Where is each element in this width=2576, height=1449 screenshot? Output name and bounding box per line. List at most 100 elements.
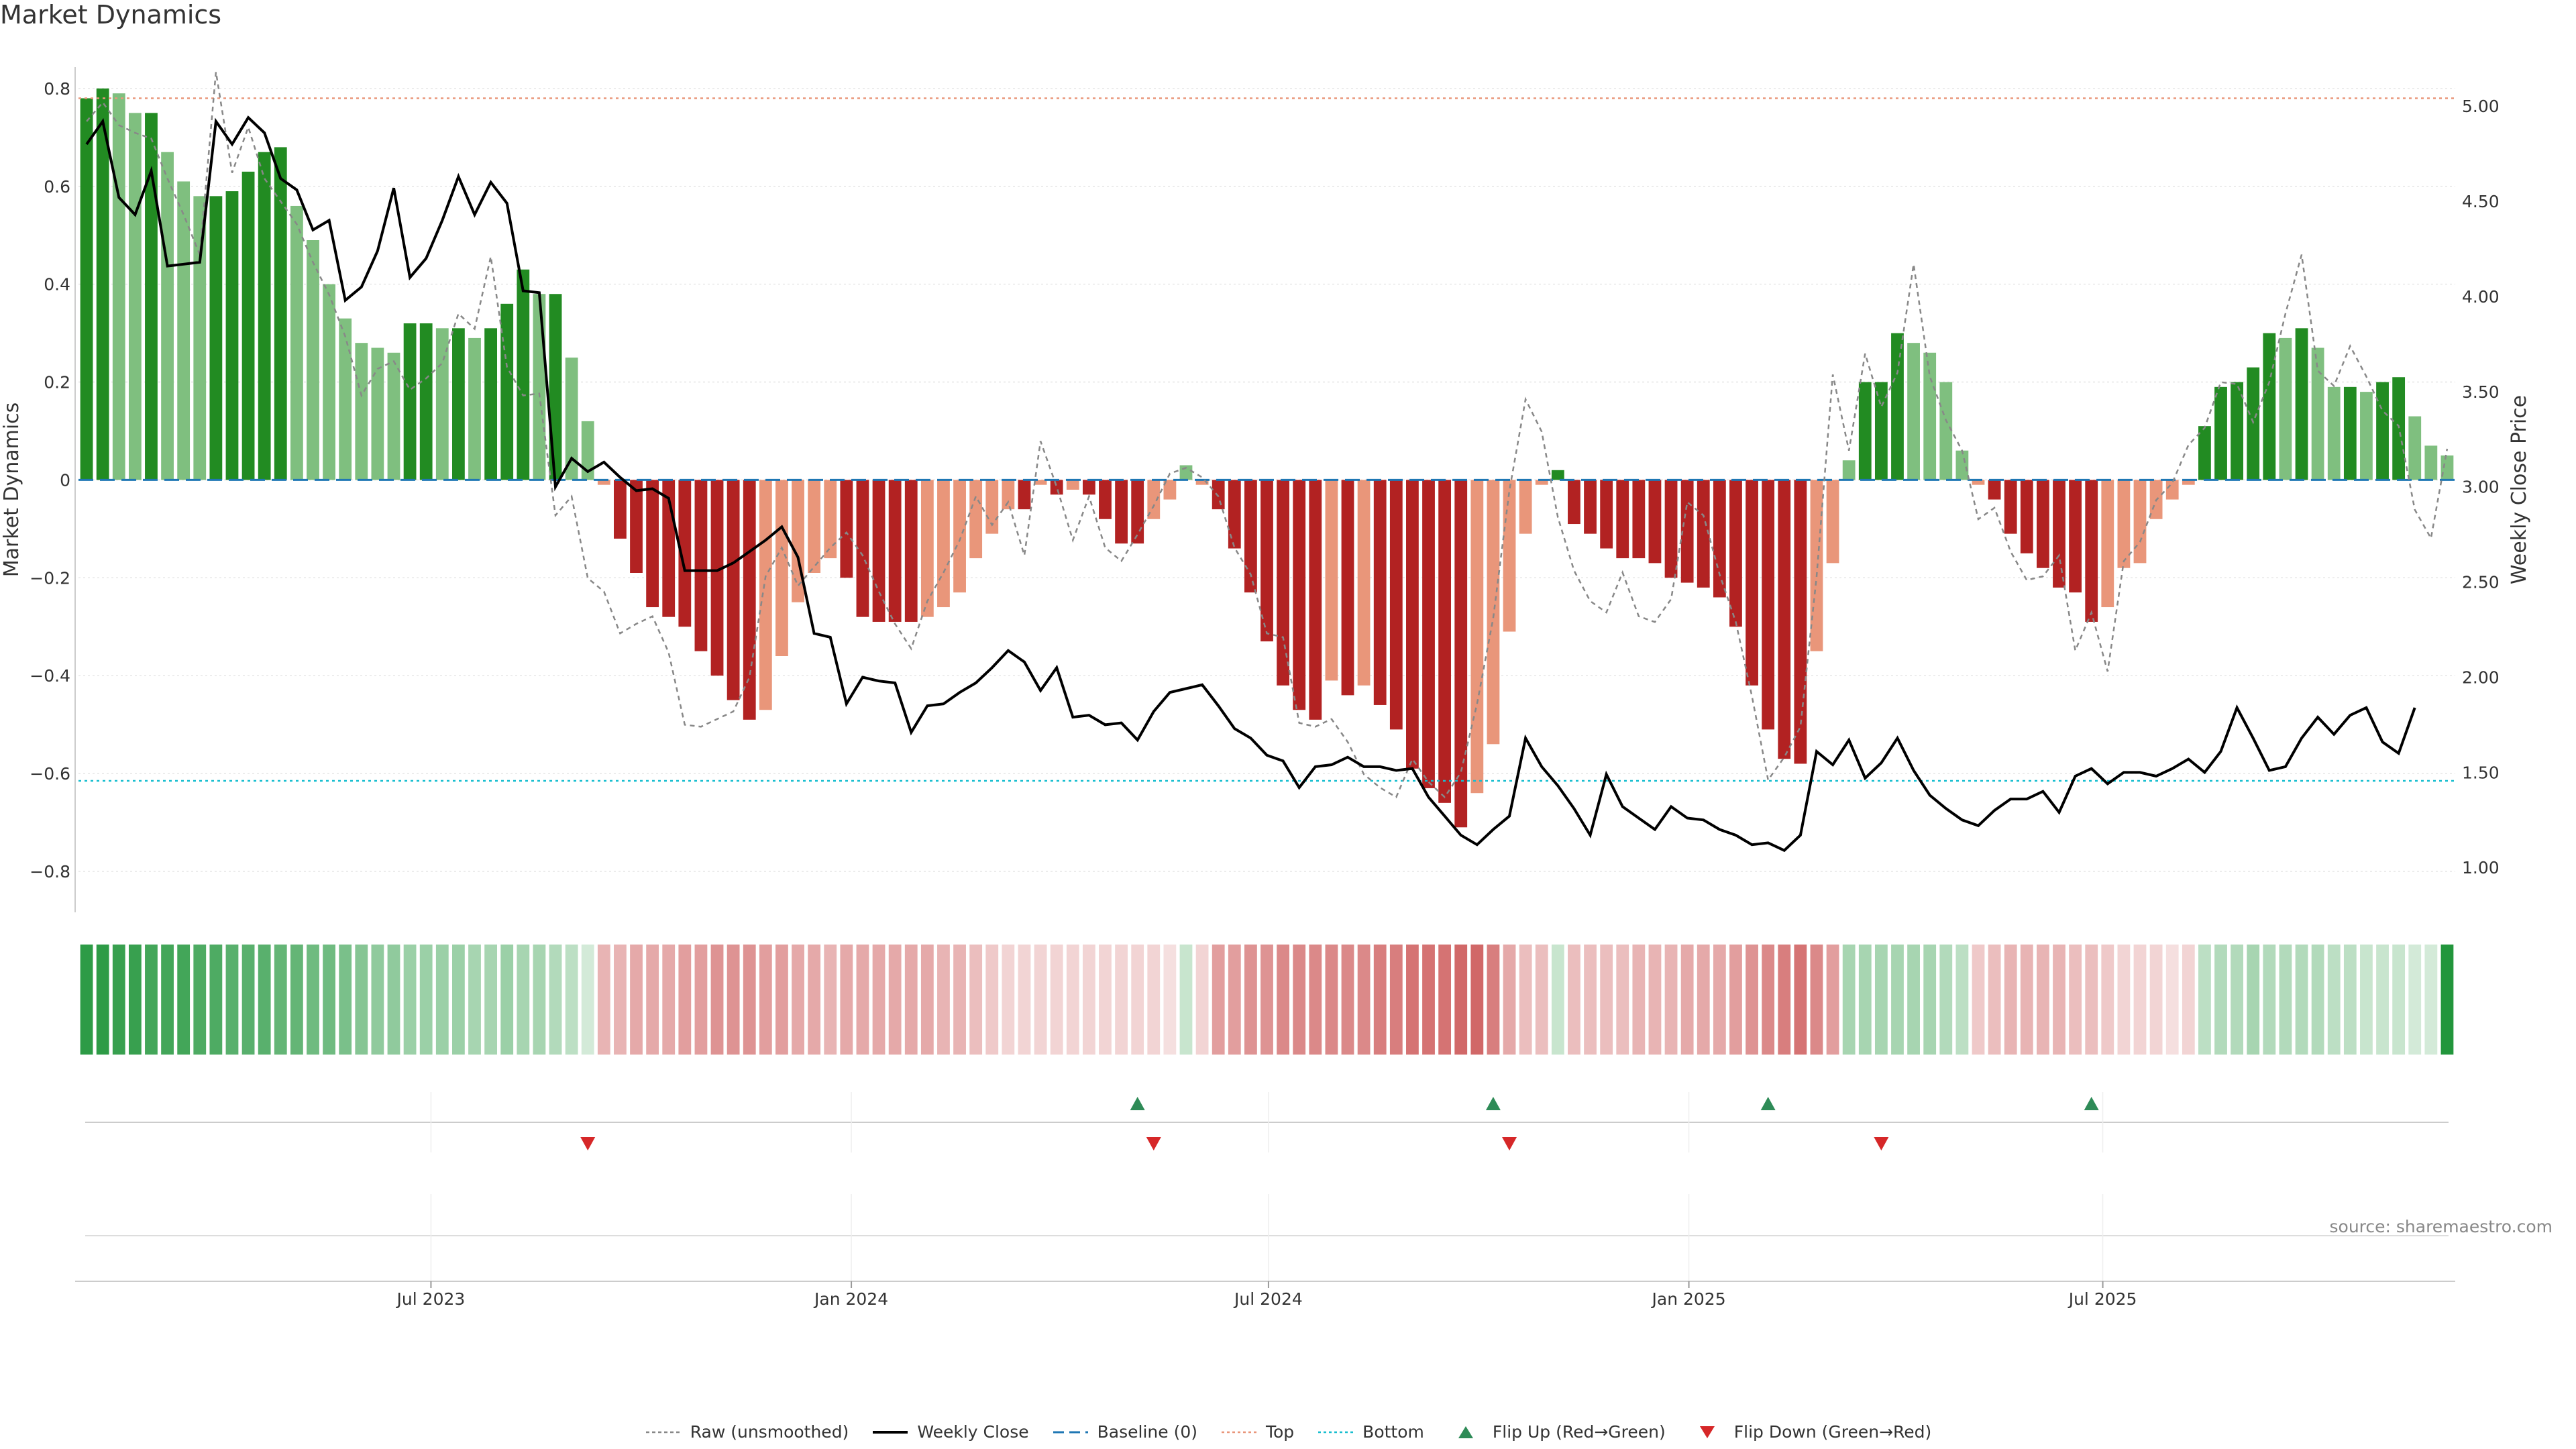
bar	[419, 323, 433, 480]
heat-cell	[2133, 945, 2147, 1055]
bar	[1600, 480, 1613, 549]
bar	[2117, 480, 2131, 568]
heat-cell	[517, 945, 530, 1055]
bar	[468, 337, 481, 480]
heat-cell	[193, 945, 207, 1055]
heat-cell	[1293, 945, 1306, 1055]
heat-cell	[1131, 945, 1144, 1055]
y2-tick-label: 2.50	[2462, 573, 2500, 592]
heat-cell	[80, 945, 93, 1055]
bar	[840, 480, 853, 578]
heat-cell	[1470, 945, 1484, 1055]
bar	[2376, 382, 2389, 480]
bar	[1648, 480, 1662, 564]
bar	[1066, 480, 1079, 490]
heat-cell	[2165, 945, 2179, 1055]
bar	[225, 191, 239, 480]
heat-cell	[1746, 945, 1758, 1055]
heat-cell	[1648, 945, 1662, 1055]
heat-cell	[1373, 945, 1387, 1055]
heat-cell	[1874, 945, 1888, 1055]
bar	[1002, 480, 1015, 510]
heat-cell	[177, 945, 191, 1055]
bar	[1034, 480, 1047, 485]
bar	[1357, 480, 1371, 686]
heat-cell	[2295, 945, 2308, 1055]
bar	[2004, 480, 2017, 534]
heat-cell	[1632, 945, 1646, 1055]
heat-cell	[1438, 945, 1452, 1055]
heat-cell	[1244, 945, 1257, 1055]
heat-cell	[241, 945, 255, 1055]
bar	[193, 196, 207, 480]
bar	[2069, 480, 2082, 593]
bar	[1115, 480, 1128, 544]
bar	[403, 323, 417, 480]
y-axis-label: Market Dynamics	[0, 402, 23, 578]
heat-cell	[1163, 945, 1177, 1055]
heat-cell	[1584, 945, 1597, 1055]
bar	[1713, 480, 1726, 598]
flip-down-marker	[1502, 1137, 1517, 1150]
heat-cell	[96, 945, 109, 1055]
bar	[743, 480, 756, 720]
heat-cell	[1664, 945, 1678, 1055]
bar	[2085, 480, 2098, 622]
y2-tick-label: 3.50	[2462, 382, 2500, 402]
bar	[759, 480, 772, 710]
bar	[145, 113, 158, 480]
bar	[1228, 480, 1241, 549]
bar	[710, 480, 724, 676]
flip-up-marker	[1130, 1097, 1145, 1110]
legend-symbol	[1458, 1426, 1473, 1438]
bar	[1939, 382, 1953, 480]
y2-tick-label: 4.50	[2462, 192, 2500, 211]
bar	[96, 88, 109, 480]
bar	[1277, 480, 1290, 686]
bar	[969, 480, 983, 559]
bar	[775, 480, 788, 656]
heat-cell	[581, 945, 594, 1055]
heat-cell	[2117, 945, 2131, 1055]
bar	[678, 480, 692, 627]
heat-cell	[2392, 945, 2406, 1055]
bar	[1746, 480, 1758, 686]
bar	[1664, 480, 1678, 578]
heat-cell	[2376, 945, 2389, 1055]
legend-label: Baseline (0)	[1097, 1422, 1197, 1442]
heat-cell	[500, 945, 514, 1055]
legend-item: Bottom	[1317, 1422, 1424, 1442]
heat-cell	[371, 945, 384, 1055]
bar	[1842, 460, 1856, 480]
heat-cell	[355, 945, 368, 1055]
heat-cell	[1212, 945, 1225, 1055]
bar	[533, 294, 546, 480]
bar	[1584, 480, 1597, 534]
heat-cell	[1309, 945, 1322, 1055]
heat-cell	[1487, 945, 1500, 1055]
heat-cell	[646, 945, 659, 1055]
y2-tick-label: 5.00	[2462, 97, 2500, 116]
heat-cell	[128, 945, 142, 1055]
heat-cell	[419, 945, 433, 1055]
bar	[614, 480, 627, 539]
bar	[1131, 480, 1144, 544]
bar	[953, 480, 966, 593]
x-tick-label: Jan 2025	[1651, 1289, 1726, 1309]
heat-cell	[872, 945, 885, 1055]
bar	[161, 152, 174, 480]
heat-cell	[2198, 945, 2211, 1055]
bar	[1050, 480, 1063, 495]
heat-cell	[1503, 945, 1516, 1055]
bar	[355, 343, 368, 480]
bar	[500, 303, 514, 480]
bar	[565, 358, 578, 480]
heat-cell	[888, 945, 902, 1055]
heat-cell	[808, 945, 821, 1055]
legend-label: Flip Up (Red→Green)	[1492, 1422, 1666, 1442]
heat-cell	[1325, 945, 1338, 1055]
bar	[128, 113, 142, 480]
heat-cell	[2053, 945, 2065, 1055]
heat-cell	[630, 945, 643, 1055]
